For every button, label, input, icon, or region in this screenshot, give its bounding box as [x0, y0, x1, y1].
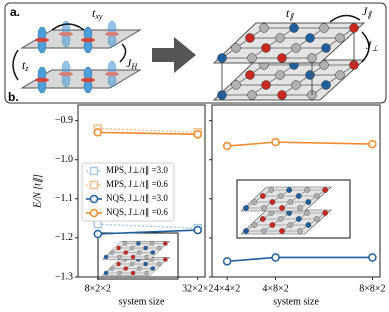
legend-label: NQS, J⊥/t∥ =0.6: [106, 207, 168, 217]
lattice-illustration: [213, 14, 370, 101]
y-axis-label: E/N [t∥]: [32, 174, 43, 209]
x-tick-label: 32×2×2: [182, 283, 213, 294]
series-line: [97, 223, 198, 229]
label-sub: xy: [94, 12, 103, 21]
panel-label: a.: [10, 5, 20, 19]
inset: [236, 179, 351, 239]
jperp-label: J⊥: [366, 38, 378, 53]
tpar-label: t∥: [286, 6, 294, 21]
marker: [193, 225, 202, 235]
marker: [271, 253, 280, 262]
label-sub: z: [24, 64, 29, 73]
hund-label: JH: [126, 56, 138, 71]
x-tick-label: 8×8×2: [359, 283, 385, 294]
legend-marker: [89, 166, 99, 176]
panel-label: b.: [8, 90, 19, 104]
marker: [368, 139, 377, 149]
series-line: [97, 127, 198, 134]
series-line: [227, 141, 373, 147]
marker: [368, 253, 377, 262]
marker: [271, 137, 280, 147]
legend-label: MPS, J⊥/t∥ =0.6: [106, 179, 168, 189]
x-tick-label: 4×4×2: [214, 283, 240, 294]
label-main: t: [286, 6, 290, 20]
legend-label: MPS, J⊥/t∥ =3.0: [106, 165, 168, 175]
plot-frame: [211, 104, 381, 278]
inset: [97, 232, 179, 280]
marker: [93, 229, 103, 239]
marker: [222, 257, 232, 266]
legend-label: NQS, J⊥/t∥ =3.0: [106, 193, 168, 203]
orbital-illustration: [12, 20, 142, 94]
label-main: J: [362, 4, 368, 18]
x-axis-label: system size: [119, 296, 165, 307]
y-tick-label: −0.9: [55, 115, 73, 126]
label-main: J: [366, 38, 372, 52]
x-tick-label: 8×2×2: [85, 283, 111, 294]
tz-label: tz: [22, 58, 29, 73]
y-tick-label: −1.2: [55, 232, 73, 243]
label-main: J: [126, 56, 132, 70]
y-tick-label: −1.3: [55, 271, 73, 282]
marker: [93, 128, 103, 137]
legend-marker: [89, 180, 99, 190]
label-sub: ∥: [289, 12, 294, 21]
label-sub: H: [130, 62, 138, 71]
marker: [93, 219, 103, 229]
series-line: [227, 256, 373, 263]
jpar-label: J∥: [362, 4, 372, 19]
marker: [222, 141, 232, 151]
y-tick-label: −1.0: [55, 154, 73, 165]
legend-marker: [89, 194, 99, 204]
x-axis-label: system size: [273, 296, 319, 307]
y-tick-label: −1.1: [55, 193, 73, 204]
label-main: t: [92, 6, 96, 20]
legend-marker: [89, 208, 99, 218]
arrow: [152, 37, 196, 73]
label-sub: ∥: [367, 10, 372, 19]
series-line: [97, 131, 198, 136]
label-sub: ⊥: [371, 44, 378, 53]
x-tick-label: 4×8×2: [262, 283, 288, 294]
series-line: [97, 229, 198, 235]
plot-frame: [77, 104, 206, 278]
hopping-label: txy: [92, 6, 103, 21]
marker: [193, 130, 202, 139]
legend-box: [81, 162, 175, 222]
label-main: t: [22, 58, 26, 72]
